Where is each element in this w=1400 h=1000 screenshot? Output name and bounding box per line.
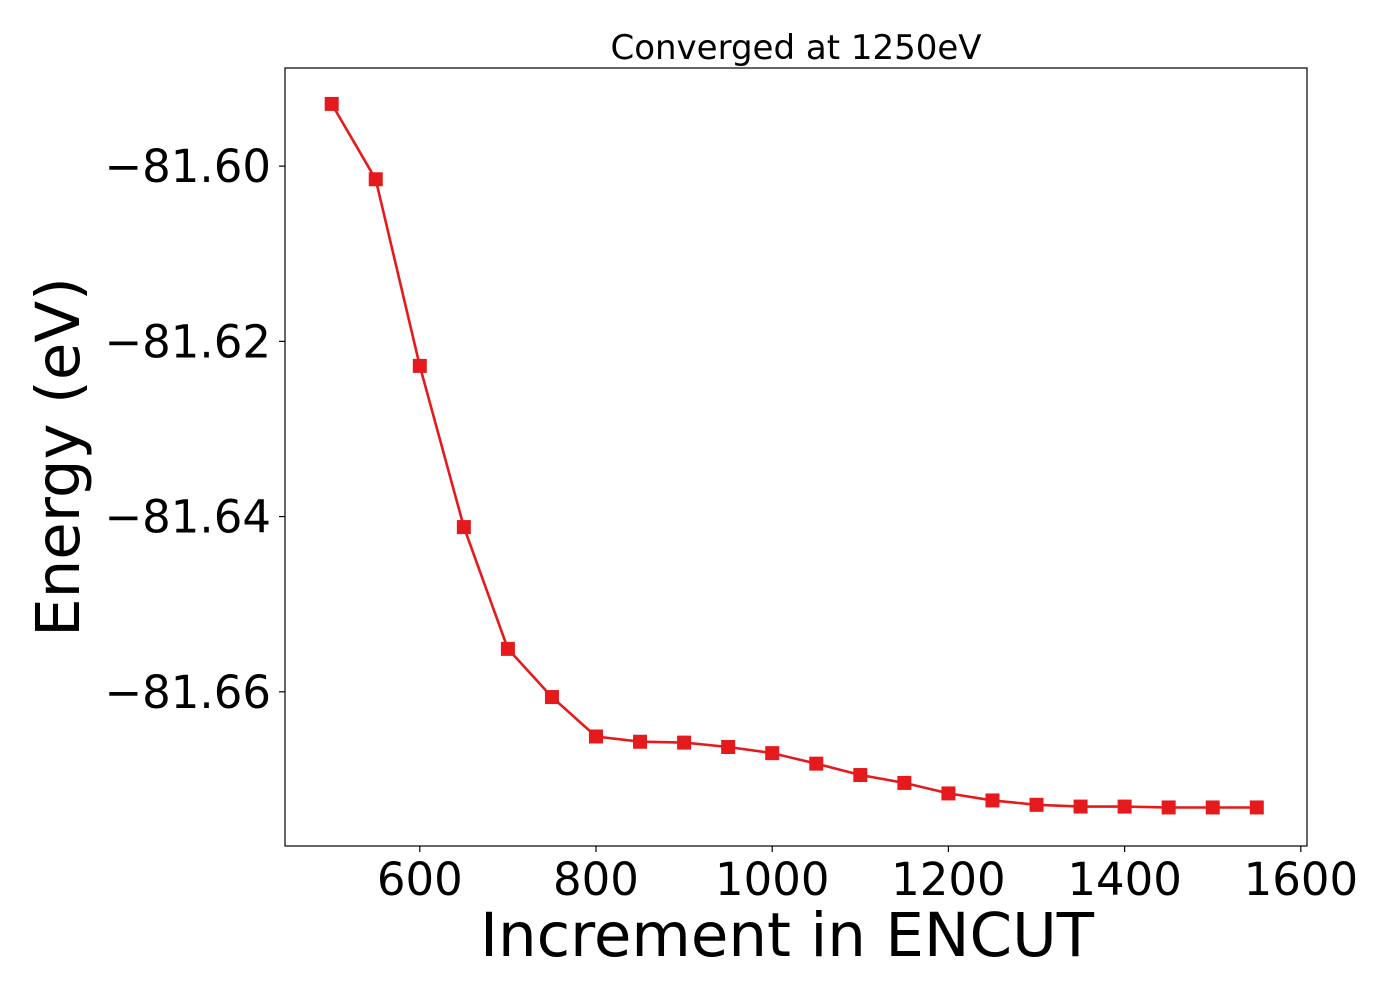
y-axis: −81.60 −81.62 −81.64 −81.66 [104, 140, 285, 719]
plot-frame [284, 67, 1308, 847]
data-point-marker [368, 172, 383, 187]
y-tick-label: −81.66 [104, 666, 271, 719]
data-point-marker [412, 358, 427, 373]
data-point-marker [633, 734, 648, 749]
data-point-marker [500, 641, 515, 656]
y-axis-label: Energy (eV) [23, 277, 94, 637]
x-tick-label: 1400 [1067, 853, 1182, 906]
data-point-marker [1117, 799, 1132, 814]
data-point-marker [765, 746, 780, 761]
x-tick-label: 1600 [1244, 853, 1359, 906]
x-tick-label: 1200 [891, 853, 1006, 906]
data-point-marker [544, 690, 559, 705]
data-point-marker [456, 520, 471, 535]
data-point-marker [985, 793, 1000, 808]
data-point-marker [853, 768, 868, 783]
x-tick-label: 600 [377, 853, 463, 906]
data-point-marker [1205, 800, 1220, 815]
x-axis-label: Increment in ENCUT [480, 900, 1095, 971]
data-point-marker [721, 739, 736, 754]
data-point-marker [677, 735, 692, 750]
data-point-marker [324, 96, 339, 111]
y-tick-label: −81.64 [104, 491, 271, 544]
y-tick-label: −81.60 [104, 140, 271, 193]
data-point-marker [897, 775, 912, 790]
data-point-marker [941, 786, 956, 801]
x-tick-label: 800 [553, 853, 639, 906]
data-point-marker [1073, 799, 1088, 814]
chart-title: Converged at 1250eV [610, 28, 981, 68]
y-tick-label: −81.62 [104, 315, 271, 368]
x-axis: 600 800 1000 1200 1400 1600 [377, 846, 1358, 906]
data-point-marker [1029, 797, 1044, 812]
plot-area [324, 96, 1264, 815]
data-point-marker [1161, 800, 1176, 815]
x-tick-label: 1000 [715, 853, 830, 906]
series-line [330, 103, 1257, 809]
data-point-marker [589, 729, 604, 744]
data-point-marker [1249, 800, 1264, 815]
data-point-marker [809, 756, 824, 771]
